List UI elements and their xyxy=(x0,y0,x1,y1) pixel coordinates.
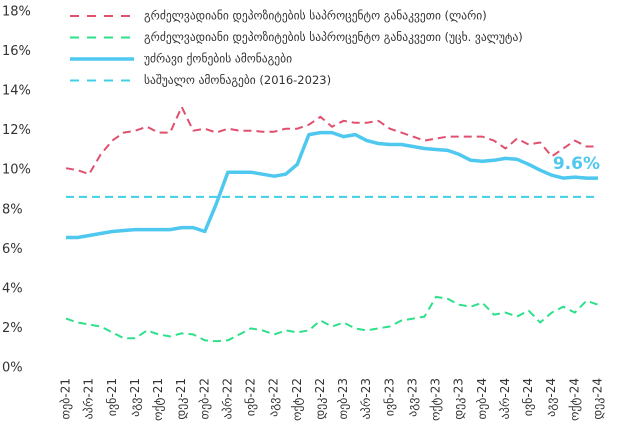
y-tick-label: 4% xyxy=(2,281,23,296)
y-tick-label: 0% xyxy=(2,361,23,376)
y-tick-label: 14% xyxy=(2,84,31,99)
x-tick-label: ოქტ-22 xyxy=(290,378,304,421)
x-tick-label: ივნ-21 xyxy=(105,378,119,416)
y-tick-label: 6% xyxy=(2,242,23,257)
x-tick-label: ოქტ-23 xyxy=(429,378,443,421)
y-tick-label: 18% xyxy=(2,5,31,20)
x-tick-label: ივნ-22 xyxy=(244,378,258,416)
y-tick-label: 16% xyxy=(2,44,31,59)
x-tick-label: დეკ-23 xyxy=(452,378,466,420)
series-line xyxy=(66,130,598,240)
x-tick-label: დეკ-24 xyxy=(591,378,605,420)
series-line xyxy=(65,295,599,343)
x-tick-label: ოქტ-21 xyxy=(151,378,165,421)
x-tick-label: ივნ-24 xyxy=(521,378,535,416)
legend-label: გრძელვადიანი დეპოზიტების საპროცენტო განა… xyxy=(144,30,523,44)
legend-label: უძრავი ქონების ამონაგები xyxy=(144,52,292,66)
x-tick-label: აგვ-23 xyxy=(405,378,419,417)
x-tick-label: თებ-23 xyxy=(336,378,350,420)
y-tick-label: 8% xyxy=(2,202,23,217)
series-line xyxy=(65,105,598,176)
x-tick-label: დეკ-21 xyxy=(174,378,188,420)
x-tick-label: აპრ-24 xyxy=(498,378,512,419)
x-tick-label: თებ-22 xyxy=(197,378,211,420)
x-tick-label: ოქტ-24 xyxy=(567,378,581,421)
y-tick-label: 2% xyxy=(2,321,23,336)
x-tick-label: თებ-24 xyxy=(475,378,489,420)
legend-label: საშუალო ამონაგები (2016-2023) xyxy=(144,73,331,87)
x-tick-label: აგვ-22 xyxy=(267,378,281,417)
y-tick-label: 12% xyxy=(2,123,31,138)
x-tick-label: აგვ-21 xyxy=(128,378,142,417)
legend-label: გრძელვადიანი დეპოზიტების საპროცენტო განა… xyxy=(144,9,487,23)
x-tick-label: აპრ-22 xyxy=(220,378,234,419)
data-label: 9.6% xyxy=(553,154,600,174)
x-tick-label: დეკ-22 xyxy=(313,378,327,420)
x-tick-label: აპრ-23 xyxy=(359,378,373,419)
x-tick-label: აპრ-21 xyxy=(82,378,96,419)
x-tick-label: აგვ-24 xyxy=(544,378,558,417)
y-tick-label: 10% xyxy=(2,163,31,178)
x-tick-label: ივნ-23 xyxy=(382,378,396,416)
x-tick-label: თებ-21 xyxy=(59,378,73,420)
